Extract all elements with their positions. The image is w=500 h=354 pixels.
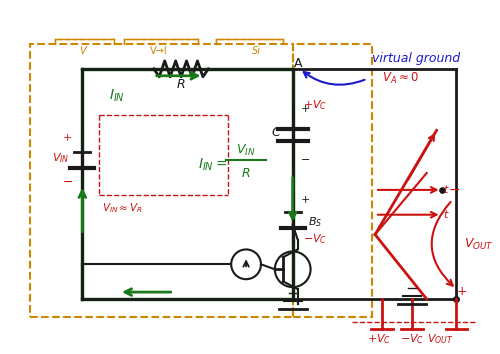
Text: t: t bbox=[444, 185, 448, 195]
Text: $V_{IN}$: $V_{IN}$ bbox=[236, 143, 256, 158]
Text: $V_{OUT}$: $V_{OUT}$ bbox=[464, 237, 494, 252]
Text: −: − bbox=[62, 176, 72, 188]
Text: $I_{IN}=$: $I_{IN}=$ bbox=[198, 157, 228, 173]
Text: t: t bbox=[444, 210, 448, 220]
Text: $V_{IN}$: $V_{IN}$ bbox=[52, 151, 69, 165]
Text: $B_S$: $B_S$ bbox=[308, 215, 322, 229]
Text: A: A bbox=[294, 57, 302, 70]
Text: Si: Si bbox=[252, 46, 260, 56]
Text: $V_{IN} \approx V_R$: $V_{IN} \approx V_R$ bbox=[102, 201, 144, 215]
Text: $-V_C$: $-V_C$ bbox=[302, 233, 327, 246]
Text: virtual ground: virtual ground bbox=[372, 52, 460, 65]
Text: +: + bbox=[300, 195, 310, 205]
Text: +: + bbox=[300, 103, 310, 114]
Text: V→I: V→I bbox=[150, 46, 168, 56]
Text: V: V bbox=[79, 46, 86, 56]
Text: $+V_C$: $+V_C$ bbox=[302, 99, 327, 113]
Bar bbox=[30, 44, 292, 317]
Bar bbox=[292, 44, 372, 317]
Text: $I_{IN}$: $I_{IN}$ bbox=[109, 87, 125, 104]
Text: $R$: $R$ bbox=[242, 166, 251, 179]
Text: C: C bbox=[272, 126, 280, 139]
Text: +: + bbox=[456, 285, 467, 298]
Text: $-V_C$: $-V_C$ bbox=[400, 332, 424, 346]
Text: +: + bbox=[63, 133, 72, 143]
Text: R: R bbox=[176, 78, 185, 91]
Text: $V_A \approx 0$: $V_A \approx 0$ bbox=[382, 71, 419, 86]
Text: $+V_C$: $+V_C$ bbox=[367, 332, 392, 346]
Text: −: − bbox=[448, 183, 460, 197]
Text: −: − bbox=[300, 155, 310, 165]
Text: $V_{OUT}$: $V_{OUT}$ bbox=[426, 332, 454, 346]
